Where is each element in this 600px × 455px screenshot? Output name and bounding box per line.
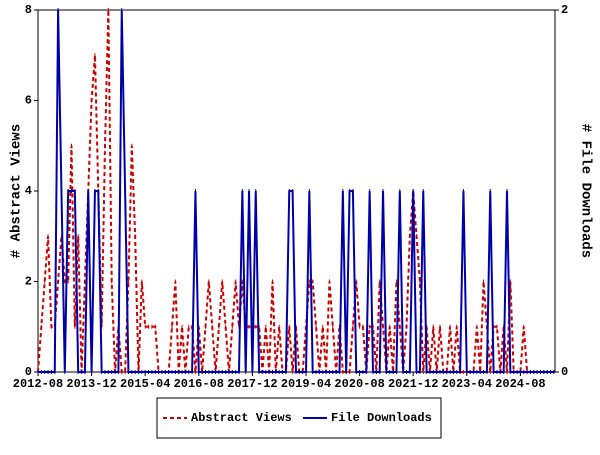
y2-axis-title: # File Downloads xyxy=(577,124,593,258)
legend xyxy=(156,397,442,439)
x-tick-label: 2021-12 xyxy=(388,377,438,391)
y-tick-label: 2 xyxy=(25,275,32,289)
legend-label: Abstract Views xyxy=(191,411,292,425)
x-tick-label: 2015-04 xyxy=(120,377,170,391)
y-tick-label: 8 xyxy=(25,3,32,17)
y-tick-label: 4 xyxy=(25,184,32,198)
x-tick-label: 2024-08 xyxy=(495,377,545,391)
legend-label: File Downloads xyxy=(331,411,432,425)
x-tick-label: 2012-08 xyxy=(13,377,63,391)
series-line xyxy=(37,9,554,373)
x-tick-label: 2023-04 xyxy=(442,377,492,391)
series-line xyxy=(38,9,554,373)
x-tick-label: 2019-04 xyxy=(281,377,331,391)
x-tick-label: 2016-08 xyxy=(174,377,224,391)
x-tick-label: 2020-08 xyxy=(334,377,384,391)
x-tick-label: 2017-12 xyxy=(227,377,277,391)
x-tick-label: 2013-12 xyxy=(66,377,116,391)
plot-frame xyxy=(37,9,556,373)
y-axis-title: # Abstract Views xyxy=(9,124,25,258)
y-tick-label: 6 xyxy=(25,94,32,108)
y-tick-label: 0 xyxy=(25,365,32,379)
y2-tick-label: 2 xyxy=(561,3,568,17)
y2-tick-label: 0 xyxy=(561,365,568,379)
